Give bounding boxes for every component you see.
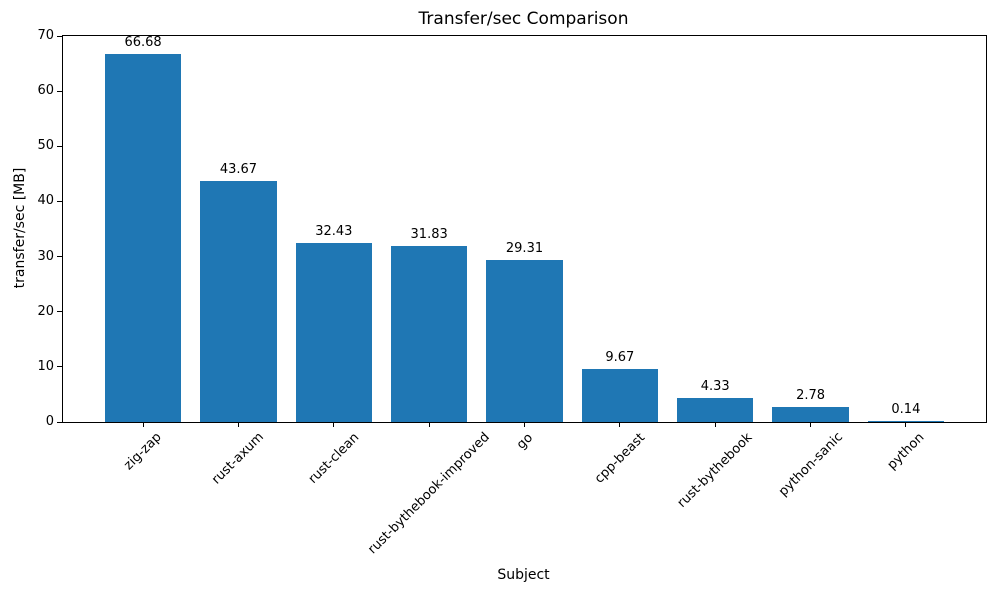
x-tick-mark [428, 422, 430, 427]
x-tick-mark [714, 422, 716, 427]
y-tick-label: 10 [37, 358, 54, 374]
x-tick-label: python [884, 429, 928, 473]
y-tick-label: 40 [37, 193, 54, 209]
bar-rust-clean [295, 243, 372, 422]
x-tick-label: rust-bythebook-improved [365, 429, 493, 558]
bar-rust-bythebook-improved [391, 246, 468, 422]
x-tick-label: rust-clean [305, 429, 363, 487]
bar-cpp-beast [581, 368, 658, 422]
x-tick-label: go [513, 429, 536, 453]
bar-python [867, 421, 945, 422]
bar-value-label: 32.43 [315, 224, 353, 240]
y-tick-mark [57, 145, 62, 147]
bar-value-label: 2.78 [796, 387, 826, 403]
y-axis-label: transfer/sec [MB] [12, 167, 28, 289]
bar-value-label: 0.14 [891, 402, 921, 417]
y-tick-mark [57, 421, 62, 423]
bar-value-label: 29.31 [505, 241, 544, 257]
bar-go [486, 260, 563, 422]
y-tick-label: 70 [37, 28, 54, 43]
bar-value-label: 9.67 [605, 349, 635, 365]
x-axis-label: Subject [497, 567, 550, 583]
x-tick-mark [619, 422, 621, 427]
x-tick-label: rust-axum [209, 429, 268, 488]
bar-value-label: 4.33 [700, 379, 730, 395]
x-tick-label: cpp-beast [591, 429, 648, 487]
y-tick-mark [57, 200, 62, 202]
x-tick-mark [237, 422, 239, 427]
x-tick-mark [905, 422, 907, 427]
y-tick-mark [57, 90, 62, 92]
y-tick-mark [57, 35, 62, 37]
x-tick-mark [524, 422, 525, 427]
bar-rust-bythebook [677, 398, 754, 422]
y-tick-mark [57, 366, 62, 368]
plot-area: 0 10 20 30 40 50 60 70 66.68 zig-zap 43.67 rust-axu… [37, 28, 987, 557]
y-tick-mark [57, 311, 62, 313]
x-tick-label: python-sanic [775, 429, 846, 500]
x-tick-mark [333, 422, 335, 427]
y-tick-label: 0 [45, 414, 54, 429]
x-tick-mark [142, 422, 144, 427]
bar-value-label: 66.68 [124, 35, 162, 51]
bar-rust-axum [200, 181, 277, 422]
bar-value-label: 31.83 [410, 227, 448, 243]
y-tick-label: 20 [37, 303, 54, 319]
bar-zig-zap [104, 54, 182, 422]
y-tick-label: 50 [37, 138, 54, 154]
y-tick-label: 30 [37, 248, 54, 264]
x-tick-label: rust-bythebook [674, 429, 756, 511]
bar-value-label: 43.67 [219, 162, 258, 178]
y-tick-label: 60 [37, 83, 54, 99]
y-tick-mark [57, 256, 62, 258]
x-tick-label: zig-zap [121, 429, 165, 474]
bar-python-sanic [772, 406, 849, 422]
x-tick-mark [810, 422, 812, 427]
chart-title: Transfer/sec Comparison [418, 9, 629, 29]
